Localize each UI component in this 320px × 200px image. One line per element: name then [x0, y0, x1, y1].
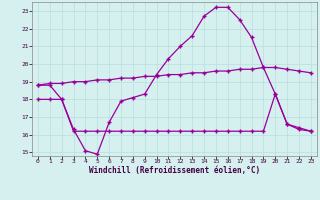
X-axis label: Windchill (Refroidissement éolien,°C): Windchill (Refroidissement éolien,°C) — [89, 166, 260, 175]
